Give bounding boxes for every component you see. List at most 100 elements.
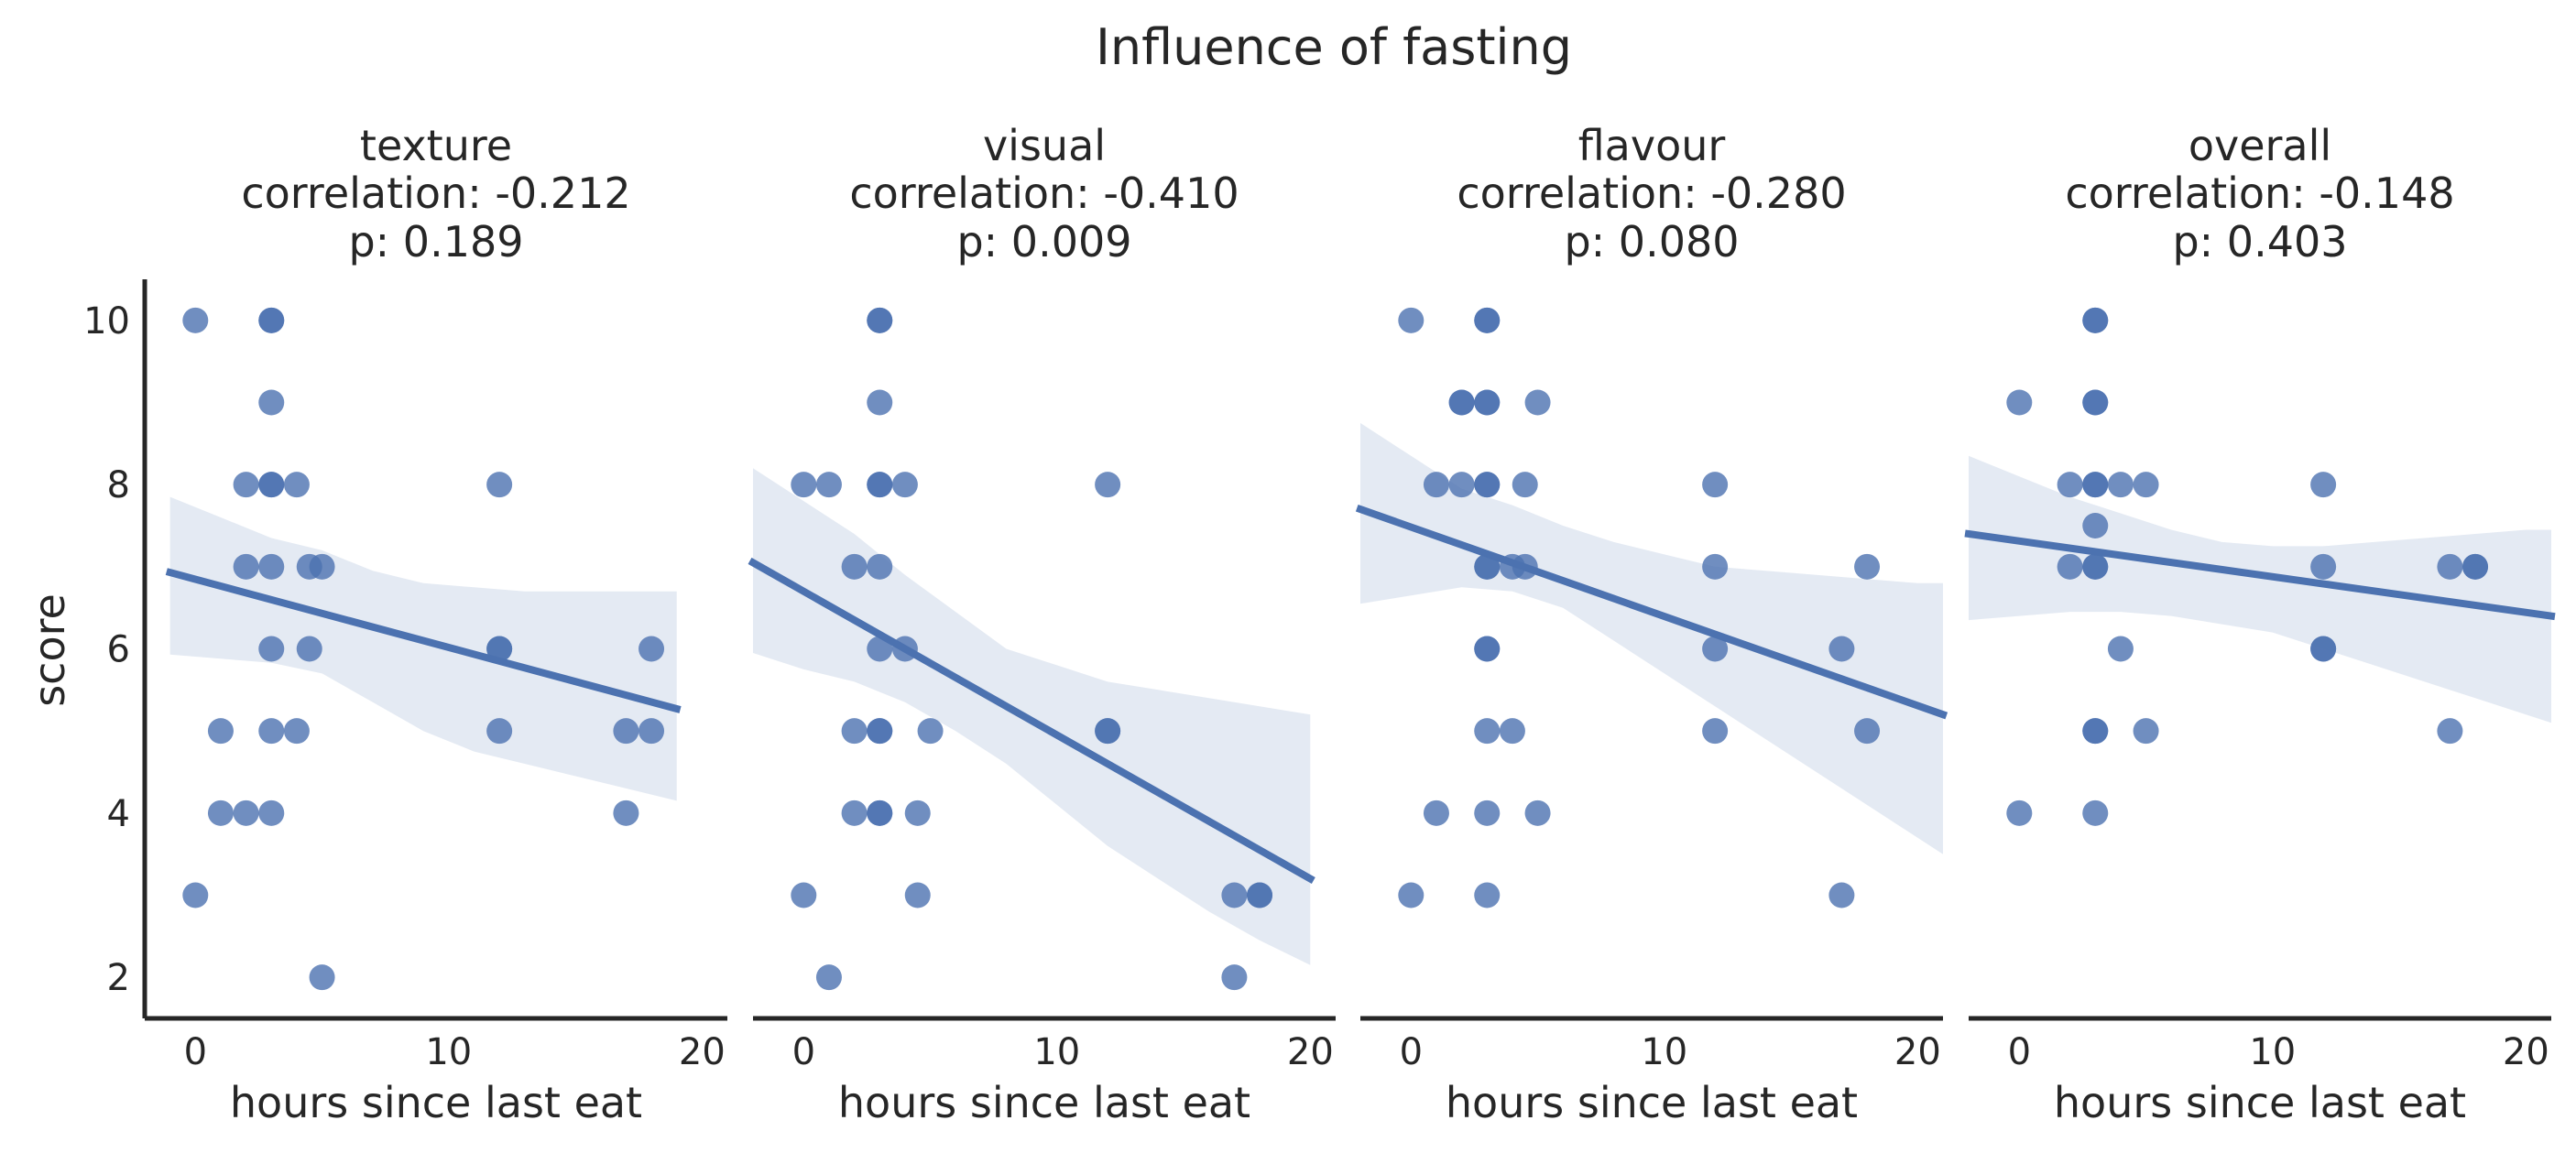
data-point xyxy=(2006,389,2033,416)
data-point xyxy=(1448,389,1475,416)
x-tick-label: 10 xyxy=(425,1031,472,1073)
regression-line xyxy=(1964,529,2556,621)
panel-title-name: flavour xyxy=(1578,121,1726,170)
data-point xyxy=(867,636,893,662)
y-tick-label: 6 xyxy=(107,629,130,671)
y-tick-label: 10 xyxy=(83,300,130,343)
data-point xyxy=(867,472,893,498)
data-point xyxy=(1095,718,1121,745)
x-tick-label: 20 xyxy=(1287,1031,1334,1073)
data-point xyxy=(233,799,259,826)
data-point xyxy=(2057,553,2083,580)
data-point xyxy=(1828,636,1855,662)
y-tick-label: 2 xyxy=(107,957,130,999)
x-tick-label: 10 xyxy=(1641,1031,1687,1073)
panel-correlation-label: correlation: -0.148 xyxy=(2065,169,2454,218)
data-point xyxy=(2082,389,2109,416)
data-point xyxy=(867,718,893,745)
data-point xyxy=(2107,472,2134,498)
data-point xyxy=(1423,799,1449,826)
data-point xyxy=(2133,472,2159,498)
data-point xyxy=(904,882,931,908)
data-point xyxy=(258,799,285,826)
data-point xyxy=(2310,636,2337,662)
y-axis-label: score xyxy=(25,593,74,707)
panel-correlation-label: correlation: -0.410 xyxy=(849,169,1239,218)
data-point xyxy=(258,307,285,333)
data-point xyxy=(2082,513,2109,538)
data-point xyxy=(867,553,893,580)
x-tick-label: 0 xyxy=(1400,1031,1423,1073)
data-point xyxy=(917,718,944,745)
data-point xyxy=(296,636,322,662)
x-tick-label: 10 xyxy=(1033,1031,1080,1073)
data-point xyxy=(1474,718,1501,745)
regression-line xyxy=(1355,504,1948,720)
data-point xyxy=(2437,718,2463,745)
data-point xyxy=(258,472,285,498)
x-axis-label: hours since last eat xyxy=(230,1078,642,1127)
data-point xyxy=(613,799,639,826)
confidence-band xyxy=(169,496,677,801)
data-point xyxy=(1474,882,1501,908)
data-point xyxy=(182,882,209,908)
panel-p-value-label: p: 0.403 xyxy=(2172,217,2347,266)
data-point xyxy=(486,718,513,745)
data-point xyxy=(2107,636,2134,662)
data-point xyxy=(639,718,665,745)
x-tick-label: 20 xyxy=(2503,1031,2549,1073)
x-tick-label: 20 xyxy=(1894,1031,1941,1073)
data-point xyxy=(2057,472,2083,498)
x-axis-label: hours since last eat xyxy=(2054,1078,2466,1127)
data-point xyxy=(258,389,285,416)
data-point xyxy=(841,799,868,826)
data-point xyxy=(815,964,842,991)
data-point xyxy=(791,882,817,908)
data-point xyxy=(1524,389,1551,416)
data-point xyxy=(1474,472,1501,498)
data-point xyxy=(1398,307,1424,333)
data-point xyxy=(1854,718,1881,745)
data-point xyxy=(309,964,335,991)
panel-p-value-label: p: 0.009 xyxy=(956,217,1131,266)
data-point xyxy=(233,553,259,580)
data-point xyxy=(1474,389,1501,416)
x-tick-label: 0 xyxy=(184,1031,207,1073)
data-point xyxy=(283,472,310,498)
data-point xyxy=(486,636,513,662)
data-point xyxy=(841,553,868,580)
data-point xyxy=(1702,718,1729,745)
data-point xyxy=(2310,472,2337,498)
confidence-band xyxy=(1360,422,1943,854)
data-point xyxy=(2082,553,2109,580)
data-point xyxy=(1499,718,1525,745)
data-point xyxy=(1474,636,1501,662)
y-tick-label: 8 xyxy=(107,464,130,506)
data-point xyxy=(1247,882,1273,908)
data-point xyxy=(1828,882,1855,908)
data-point xyxy=(1474,553,1501,580)
data-point xyxy=(2082,307,2109,333)
data-point xyxy=(258,718,285,745)
panel-p-value-label: p: 0.080 xyxy=(1564,217,1739,266)
data-point xyxy=(207,718,234,745)
panel-correlation-label: correlation: -0.280 xyxy=(1457,169,1846,218)
data-point xyxy=(309,553,335,580)
data-point xyxy=(1221,964,1248,991)
data-point xyxy=(1854,553,1881,580)
data-point xyxy=(1702,636,1729,662)
y-tick-label: 4 xyxy=(107,793,130,835)
data-point xyxy=(1423,472,1449,498)
data-point xyxy=(1221,882,1248,908)
data-point xyxy=(2310,553,2337,580)
panel-p-value-label: p: 0.189 xyxy=(348,217,523,266)
data-point xyxy=(233,472,259,498)
data-point xyxy=(2437,553,2463,580)
data-point xyxy=(867,799,893,826)
panel-title-name: overall xyxy=(2189,121,2331,170)
